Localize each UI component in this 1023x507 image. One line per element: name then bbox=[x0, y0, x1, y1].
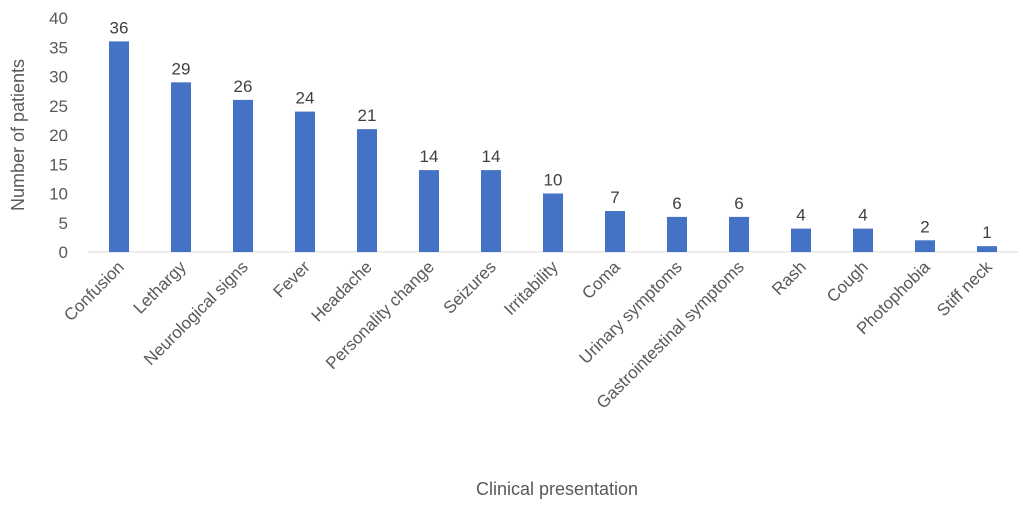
x-tick-label: Confusion bbox=[60, 257, 128, 325]
y-axis-title: Number of patients bbox=[8, 59, 28, 211]
x-tick-label: Rash bbox=[768, 257, 809, 298]
bar bbox=[357, 129, 377, 252]
bar bbox=[295, 111, 315, 252]
y-tick-label: 10 bbox=[49, 185, 68, 204]
bar bbox=[853, 228, 873, 252]
bar bbox=[233, 99, 253, 253]
bar bbox=[171, 82, 191, 252]
x-tick-label: Fever bbox=[270, 257, 314, 301]
bar bbox=[915, 240, 935, 252]
y-tick-label: 5 bbox=[59, 214, 68, 233]
x-tick-label: Personality change bbox=[322, 257, 438, 373]
y-tick-label: 20 bbox=[49, 126, 68, 145]
y-tick-label: 30 bbox=[49, 68, 68, 87]
bar-value-label: 10 bbox=[544, 171, 563, 190]
bar-value-label: 14 bbox=[420, 147, 439, 166]
bars-group bbox=[109, 41, 997, 253]
bar-value-label: 6 bbox=[734, 194, 743, 213]
y-tick-label: 40 bbox=[49, 9, 68, 28]
y-tick-label: 25 bbox=[49, 97, 68, 116]
x-tick-label: Lethargy bbox=[130, 257, 191, 318]
bar bbox=[791, 228, 811, 252]
x-tick-label: Irritability bbox=[500, 257, 562, 319]
bar bbox=[109, 41, 129, 253]
bar bbox=[543, 193, 563, 252]
bar bbox=[419, 170, 439, 252]
x-tick-label: Stiff neck bbox=[933, 257, 996, 320]
x-tick-label: Cough bbox=[823, 257, 872, 306]
bar-value-label: 6 bbox=[672, 194, 681, 213]
bar bbox=[605, 211, 625, 252]
bar-value-label: 14 bbox=[482, 147, 501, 166]
bar-value-label: 36 bbox=[110, 18, 129, 37]
y-tick-label: 35 bbox=[49, 38, 68, 57]
x-tick-label: Neurological signs bbox=[140, 257, 252, 369]
bar bbox=[977, 246, 997, 252]
bar bbox=[729, 216, 749, 252]
x-axis-title: Clinical presentation bbox=[476, 479, 638, 499]
bar-value-label: 4 bbox=[858, 206, 867, 225]
x-tick-label: Coma bbox=[578, 257, 624, 303]
x-tick-label: Seizures bbox=[440, 257, 500, 317]
bar-value-label: 29 bbox=[172, 59, 191, 78]
bar-value-label: 4 bbox=[796, 206, 805, 225]
y-axis-ticks: 0 5 10 15 20 25 30 35 40 bbox=[49, 9, 68, 262]
bar-value-label: 21 bbox=[358, 106, 377, 125]
y-tick-label: 15 bbox=[49, 155, 68, 174]
bar-value-label: 1 bbox=[982, 223, 991, 242]
bar bbox=[667, 216, 687, 252]
bar bbox=[481, 170, 501, 252]
bar-value-label: 24 bbox=[296, 89, 315, 108]
bar-value-label: 2 bbox=[920, 217, 929, 236]
bar-value-label: 26 bbox=[234, 77, 253, 96]
x-tick-label: Urinary symptoms bbox=[576, 257, 686, 367]
y-tick-label: 0 bbox=[59, 243, 68, 262]
bar-value-label: 7 bbox=[610, 188, 619, 207]
